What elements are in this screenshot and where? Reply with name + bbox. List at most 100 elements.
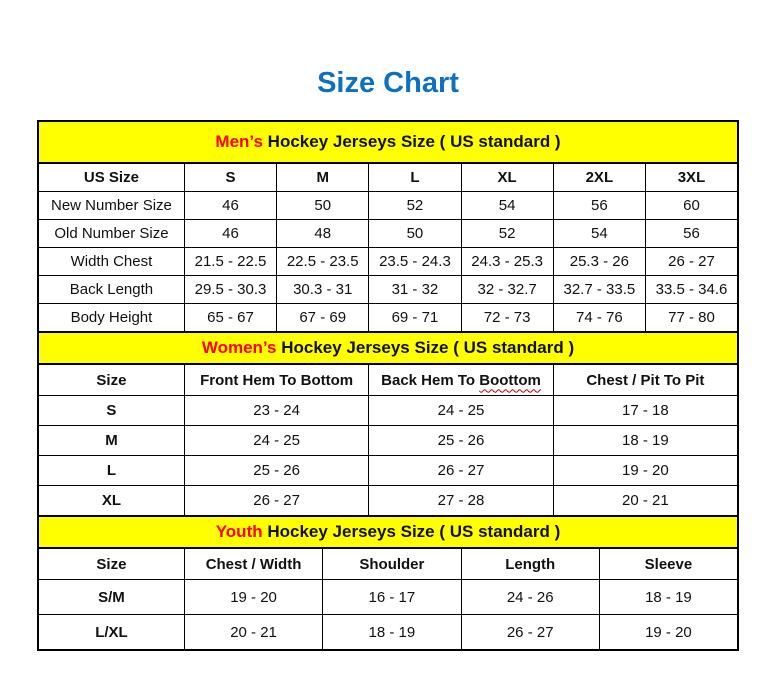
row-label: Back Length [37,275,185,304]
column-header: Sleeve [598,547,739,580]
womens-section-heading: Women’s Hockey Jerseys Size ( US standar… [37,331,739,365]
table-cell: 25.3 - 26 [552,247,646,276]
womens-heading-highlight: Women’s [201,338,277,357]
column-header: Size [37,547,185,580]
row-label: S [37,395,185,426]
column-header: Front Hem To Bottom [183,363,370,396]
table-cell: 46 [183,219,278,248]
column-header: M [276,162,370,192]
table-cell: 24 - 25 [368,395,554,426]
table-row: New Number Size 46 50 52 54 56 60 [37,191,739,220]
table-row: S 23 - 24 24 - 25 17 - 18 [37,395,739,426]
table-cell: 24 - 25 [183,425,370,456]
table-cell: 54 [552,219,646,248]
mens-heading-highlight: Men’s [215,132,263,151]
table-cell: 23 - 24 [183,395,370,426]
size-chart-table: Men’s Hockey Jerseys Size ( US standard … [37,120,739,651]
table-cell: 18 - 19 [552,425,739,456]
womens-heading-rest: Hockey Jerseys Size ( US standard ) [276,338,575,357]
table-cell: 31 - 32 [368,275,462,304]
table-cell: 20 - 21 [183,614,324,651]
table-cell: 22.5 - 23.5 [276,247,370,276]
mens-section-heading: Men’s Hockey Jerseys Size ( US standard … [37,120,739,164]
table-cell: 52 [368,191,462,220]
row-label: Width Chest [37,247,185,276]
table-cell: 32.7 - 33.5 [552,275,646,304]
table-cell: 56 [552,191,646,220]
table-cell: 48 [276,219,370,248]
table-row: Back Length 29.5 - 30.3 30.3 - 31 31 - 3… [37,275,739,304]
table-cell: 19 - 20 [183,579,324,615]
table-cell: 23.5 - 24.3 [368,247,462,276]
mens-heading-cell: Men’s Hockey Jerseys Size ( US standard … [37,120,739,164]
row-label: New Number Size [37,191,185,220]
column-header: S [183,162,278,192]
table-cell: 46 [183,191,278,220]
column-header-text: Back Hem To [381,371,480,389]
table-cell: 25 - 26 [368,425,554,456]
table-row: M 24 - 25 25 - 26 18 - 19 [37,425,739,456]
table-cell: 56 [644,219,739,248]
table-row: XL 26 - 27 27 - 28 20 - 21 [37,485,739,517]
table-cell: 18 - 19 [598,579,739,615]
table-cell: 67 - 69 [276,303,370,333]
table-cell: 30.3 - 31 [276,275,370,304]
table-cell: 60 [644,191,739,220]
row-label: M [37,425,185,456]
youth-heading-cell: Youth Hockey Jerseys Size ( US standard … [37,515,739,549]
column-header: Chest / Width [183,547,324,580]
table-cell: 24.3 - 25.3 [460,247,554,276]
mens-heading-rest: Hockey Jerseys Size ( US standard ) [262,132,561,151]
column-header: Size [37,363,185,396]
table-row: Width Chest 21.5 - 22.5 22.5 - 23.5 23.5… [37,247,739,276]
table-cell: 32 - 32.7 [460,275,554,304]
table-row: Body Height 65 - 67 67 - 69 69 - 71 72 -… [37,303,739,333]
column-header: Chest / Pit To Pit [552,363,739,396]
table-cell: 27 - 28 [368,485,554,517]
column-header: Length [460,547,600,580]
table-cell: 25 - 26 [183,455,370,486]
mens-header-row: US Size S M L XL 2XL 3XL [37,162,739,192]
table-cell: 50 [368,219,462,248]
youth-header-row: Size Chest / Width Shoulder Length Sleev… [37,547,739,580]
table-cell: 33.5 - 34.6 [644,275,739,304]
table-cell: 26 - 27 [644,247,739,276]
table-cell: 52 [460,219,554,248]
column-header: Back Hem To Boottom [368,363,554,396]
column-header: 2XL [552,162,646,192]
table-row: S/M 19 - 20 16 - 17 24 - 26 18 - 19 [37,579,739,615]
table-cell: 69 - 71 [368,303,462,333]
table-cell: 17 - 18 [552,395,739,426]
column-header: US Size [37,162,185,192]
youth-section-heading: Youth Hockey Jerseys Size ( US standard … [37,515,739,549]
column-header: XL [460,162,554,192]
table-cell: 16 - 17 [322,579,462,615]
row-label: XL [37,485,185,517]
table-cell: 21.5 - 22.5 [183,247,278,276]
table-row: Old Number Size 46 48 50 52 54 56 [37,219,739,248]
table-cell: 20 - 21 [552,485,739,517]
table-cell: 19 - 20 [598,614,739,651]
table-cell: 65 - 67 [183,303,278,333]
row-label: L/XL [37,614,185,651]
misspelled-word: Boottom [479,371,541,389]
table-cell: 18 - 19 [322,614,462,651]
table-cell: 26 - 27 [460,614,600,651]
table-cell: 54 [460,191,554,220]
table-cell: 24 - 26 [460,579,600,615]
womens-heading-cell: Women’s Hockey Jerseys Size ( US standar… [37,331,739,365]
row-label: S/M [37,579,185,615]
column-header: 3XL [644,162,739,192]
column-header: Shoulder [322,547,462,580]
table-row: L/XL 20 - 21 18 - 19 26 - 27 19 - 20 [37,614,739,651]
table-cell: 19 - 20 [552,455,739,486]
table-cell: 29.5 - 30.3 [183,275,278,304]
table-cell: 77 - 80 [644,303,739,333]
youth-heading-highlight: Youth [215,522,263,541]
table-cell: 74 - 76 [552,303,646,333]
column-header: L [368,162,462,192]
page-title: Size Chart [317,67,459,99]
table-cell: 26 - 27 [368,455,554,486]
table-row: L 25 - 26 26 - 27 19 - 20 [37,455,739,486]
